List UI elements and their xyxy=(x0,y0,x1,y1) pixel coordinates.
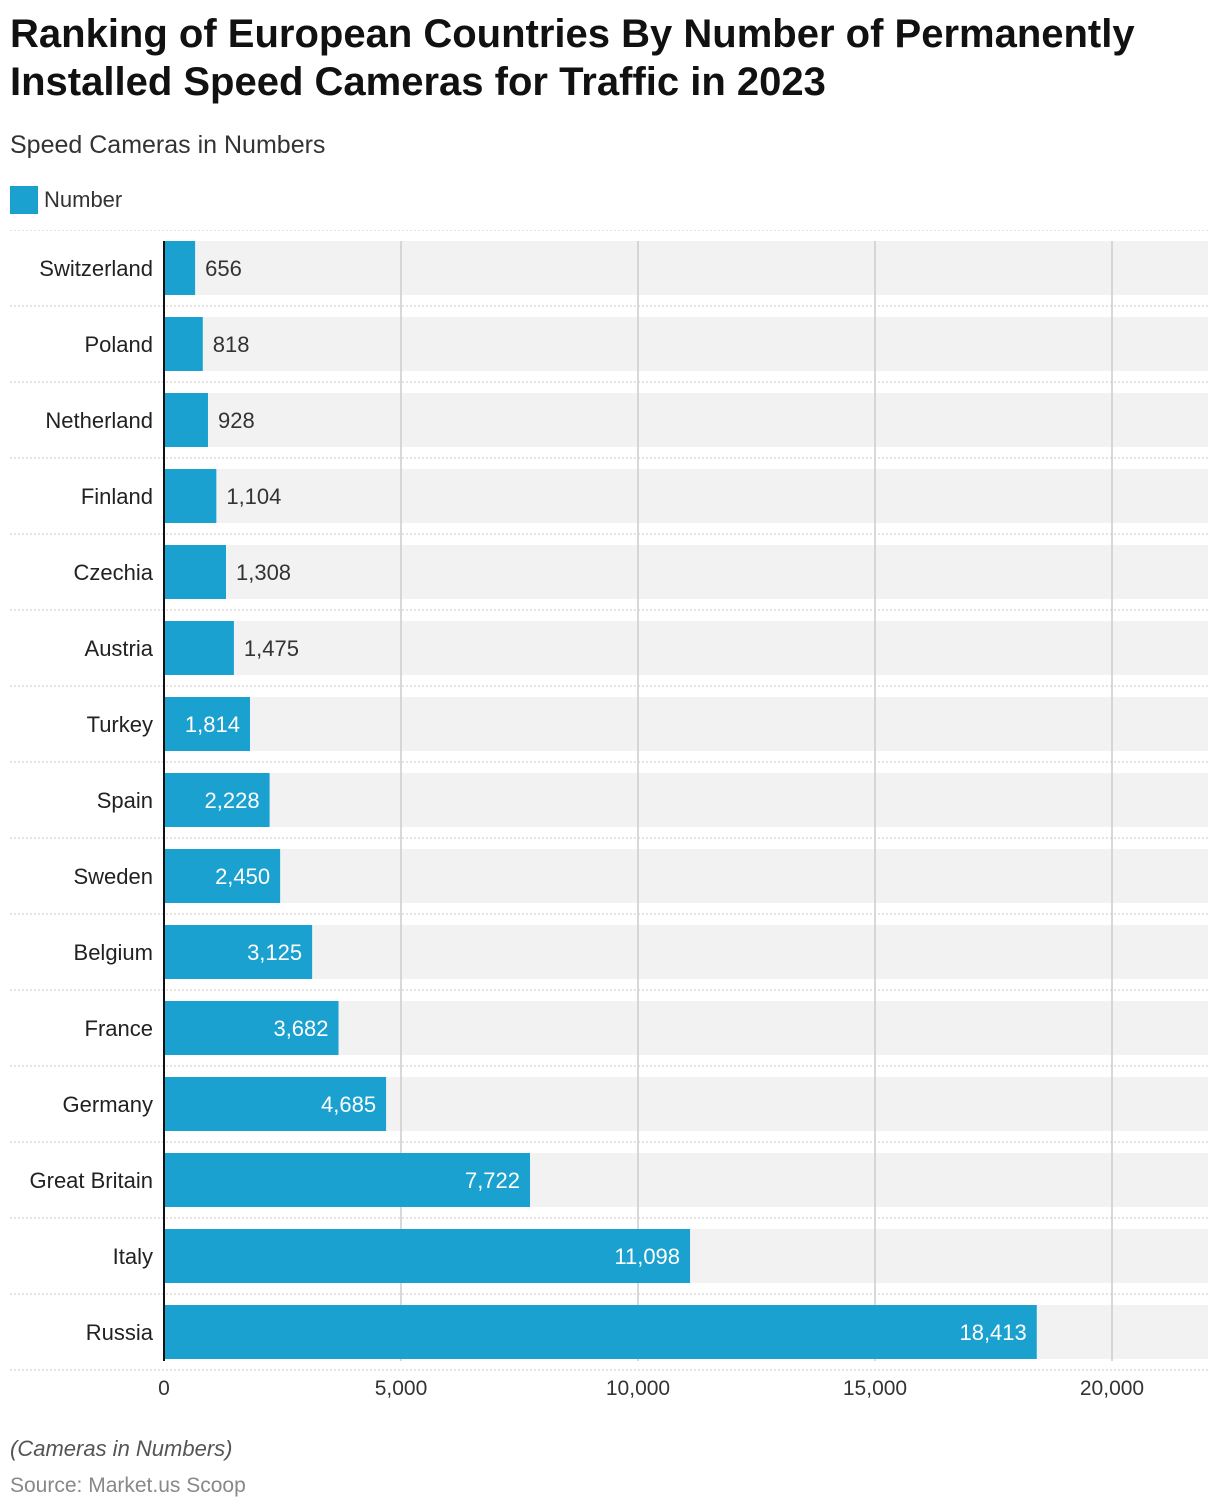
category-label: Spain xyxy=(97,788,153,813)
row-band xyxy=(164,925,1208,979)
value-label: 7,722 xyxy=(465,1168,520,1193)
category-label: Switzerland xyxy=(39,256,153,281)
x-tick-label: 5,000 xyxy=(375,1377,428,1400)
bar-italy xyxy=(164,1229,691,1283)
x-tick-label: 15,000 xyxy=(843,1377,907,1400)
category-label: Great Britain xyxy=(30,1168,154,1193)
legend: Number xyxy=(10,186,122,214)
chart-subtitle: Speed Cameras in Numbers xyxy=(10,131,326,159)
row-band xyxy=(164,469,1208,523)
category-label: Finland xyxy=(81,484,153,509)
bar-turkey xyxy=(164,697,250,751)
bar-netherland xyxy=(164,393,208,447)
source-note: Source: Market.us Scoop xyxy=(10,1474,246,1497)
category-label: France xyxy=(85,1016,153,1041)
row-band xyxy=(164,621,1208,675)
legend-swatch xyxy=(10,186,38,214)
bar-finland xyxy=(164,469,217,523)
bar-belgium xyxy=(164,925,313,979)
row-band xyxy=(164,393,1208,447)
bar-austria xyxy=(164,621,234,675)
bar-sweden xyxy=(164,849,281,903)
footnote: (Cameras in Numbers) xyxy=(10,1436,233,1461)
row-band xyxy=(164,317,1208,371)
value-label: 3,682 xyxy=(273,1016,328,1041)
value-label: 928 xyxy=(218,408,255,433)
category-label: Germany xyxy=(63,1092,153,1117)
value-label: 1,814 xyxy=(185,712,240,737)
bar-chart: Switzerland 656 Poland 818 Netherland 928 Finl… xyxy=(10,230,1208,1400)
category-label: Czechia xyxy=(74,560,154,585)
category-label: Poland xyxy=(84,332,153,357)
row-band xyxy=(164,849,1208,903)
category-label: Austria xyxy=(85,636,154,661)
bar-russia xyxy=(164,1305,1037,1359)
value-label: 2,228 xyxy=(205,788,260,813)
category-label: Netherland xyxy=(45,408,153,433)
row-band xyxy=(164,773,1208,827)
row-band xyxy=(164,241,1208,295)
value-label: 11,098 xyxy=(614,1244,680,1269)
bar-spain xyxy=(164,773,270,827)
x-tick-label: 10,000 xyxy=(606,1377,670,1400)
x-tick-label: 20,000 xyxy=(1080,1377,1144,1400)
bar-great-britain xyxy=(164,1153,531,1207)
bar-germany xyxy=(164,1077,387,1131)
category-label: Turkey xyxy=(87,712,153,737)
row-band xyxy=(164,545,1208,599)
legend-label: Number xyxy=(44,187,123,212)
bar-switzerland xyxy=(164,241,196,295)
category-label: Italy xyxy=(113,1244,153,1269)
bar-poland xyxy=(164,317,203,371)
value-label: 3,125 xyxy=(247,940,302,965)
x-tick-label: 0 xyxy=(158,1377,170,1400)
category-label: Sweden xyxy=(73,864,153,889)
category-label: Russia xyxy=(86,1320,154,1345)
category-label: Belgium xyxy=(74,940,153,965)
value-label: 4,685 xyxy=(321,1092,376,1117)
value-label: 656 xyxy=(205,256,242,281)
bar-france xyxy=(164,1001,339,1055)
bar-czechia xyxy=(164,545,226,599)
value-label: 818 xyxy=(213,332,250,357)
value-label: 1,308 xyxy=(236,560,291,585)
value-label: 18,413 xyxy=(959,1320,1026,1345)
value-label: 1,104 xyxy=(226,484,281,509)
chart-title: Ranking of European Countries By Number … xyxy=(10,12,1135,104)
value-label: 2,450 xyxy=(215,864,270,889)
row-band xyxy=(164,697,1208,751)
value-label: 1,475 xyxy=(244,636,299,661)
